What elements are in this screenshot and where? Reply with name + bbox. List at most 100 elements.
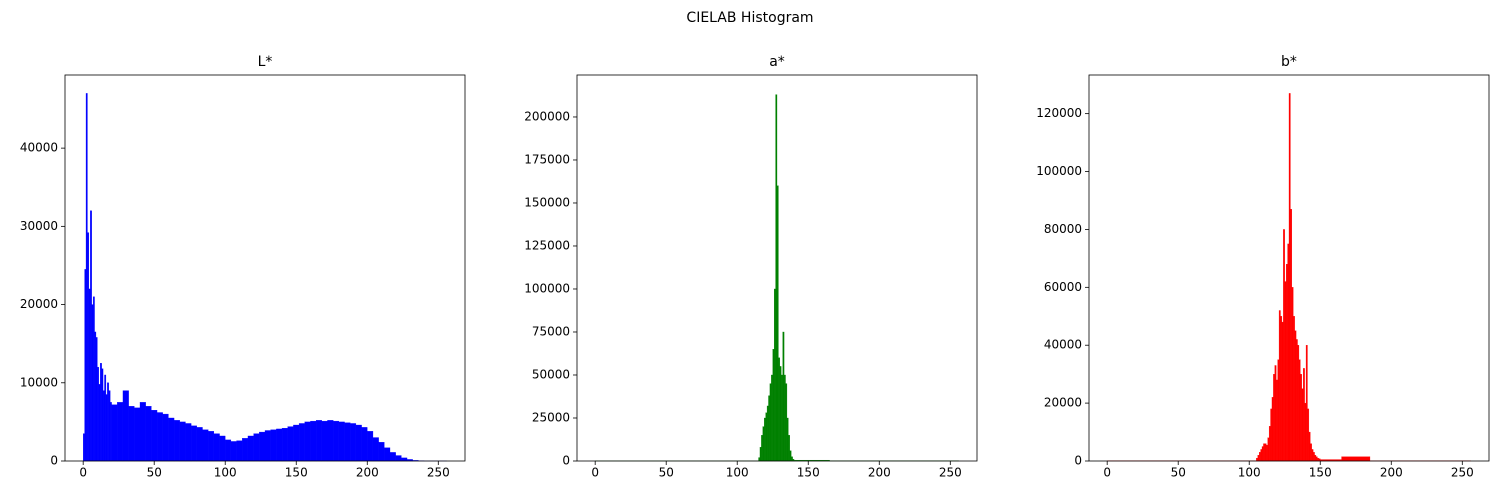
histogram-bar <box>762 426 765 462</box>
histogram-bar <box>1264 443 1267 462</box>
histogram-bar <box>1261 446 1264 462</box>
y-tick-label: 20000 <box>20 297 58 311</box>
histogram-bar <box>156 412 163 462</box>
histogram-bar <box>775 94 778 462</box>
histogram-bar <box>372 437 379 462</box>
histogram-bar <box>761 435 763 462</box>
y-tick-label: 30000 <box>20 219 58 233</box>
histogram-bar <box>102 390 105 462</box>
histogram-bar <box>355 424 362 462</box>
histogram-bar <box>315 420 322 462</box>
histogram-bar <box>1310 443 1312 462</box>
histogram-bar <box>1297 345 1300 462</box>
histogram-bar <box>1270 408 1273 462</box>
histogram-bar <box>789 450 792 462</box>
histogram-bar <box>1273 374 1275 462</box>
histogram-bar <box>1259 452 1261 462</box>
histogram-bar <box>1278 310 1281 462</box>
histogram-bar <box>105 394 108 462</box>
histogram-bar <box>122 390 129 462</box>
histogram-bar <box>87 232 90 462</box>
histogram-bar <box>1268 426 1271 462</box>
histogram-bar <box>774 288 776 462</box>
histogram-bar <box>1280 316 1283 462</box>
histogram-bar <box>367 431 374 462</box>
histogram-bar <box>304 421 311 462</box>
x-tick-label: 50 <box>659 466 674 480</box>
histogram-bar <box>778 357 780 462</box>
histogram-bar <box>1271 397 1274 462</box>
x-tick-label: 200 <box>1380 466 1403 480</box>
histogram-bar <box>162 413 169 462</box>
x-tick-label: 100 <box>1238 466 1261 480</box>
histogram-bar <box>771 374 773 462</box>
histogram-bar <box>100 363 102 462</box>
histogram-bar <box>1314 455 1317 462</box>
histogram-bar <box>1298 359 1301 462</box>
histogram-bar <box>185 423 192 462</box>
histogram-bar <box>1305 345 1308 462</box>
y-tick-label: 40000 <box>1044 338 1082 352</box>
histogram-bar <box>1283 229 1285 462</box>
histogram-bar <box>111 404 118 462</box>
histogram-bar <box>139 402 146 462</box>
histogram-bar <box>1256 457 1258 462</box>
histogram-bar <box>1301 388 1304 462</box>
histogram-bar <box>259 431 266 462</box>
histogram-bar <box>791 456 793 462</box>
x-tick-label: 200 <box>868 466 891 480</box>
y-tick-label: 60000 <box>1044 280 1082 294</box>
histogram-bar <box>104 374 107 462</box>
histogram-bar <box>766 405 769 462</box>
histogram-bar <box>1341 456 1371 462</box>
histogram-bar <box>1284 281 1287 462</box>
histogram-bar <box>236 440 243 462</box>
histogram-bar <box>107 382 109 462</box>
histogram-bar <box>230 441 237 462</box>
histogram-bar <box>781 374 783 462</box>
axes-frame <box>1088 74 1490 462</box>
histogram-bar <box>785 383 788 462</box>
histogram-bar <box>1303 368 1305 462</box>
histogram-bar <box>1274 365 1277 462</box>
histogram-bar <box>276 428 283 462</box>
histogram-bar <box>92 296 95 462</box>
histogram-bar <box>1277 359 1280 462</box>
histogram-bar <box>264 430 271 462</box>
x-tick-label: 150 <box>797 466 820 480</box>
histogram-bar <box>287 426 294 462</box>
y-tick-label: 150000 <box>524 195 570 209</box>
histogram-bar <box>101 368 104 462</box>
y-tick-label: 80000 <box>1044 222 1082 236</box>
histogram-bar <box>338 421 345 462</box>
y-tick-label: 120000 <box>1036 106 1082 120</box>
histogram-bar <box>378 442 385 462</box>
subplot: b* 0 50 100 150 200 250 0 20000 40000 60000 80000 10… <box>1036 54 1490 480</box>
histogram-bar <box>764 417 766 462</box>
histogram-bar <box>779 366 782 462</box>
histogram-bar <box>208 431 215 462</box>
axes-frame <box>576 74 978 462</box>
histogram-bar <box>298 423 305 462</box>
histogram-bar <box>1312 452 1315 462</box>
histogram-bar <box>759 447 762 462</box>
histogram-bar <box>758 457 761 462</box>
histogram-bar <box>333 420 340 462</box>
histogram-bar <box>1307 408 1310 462</box>
histogram-bar <box>90 210 92 462</box>
histogram-bar <box>321 420 328 462</box>
histogram-bar <box>85 93 88 462</box>
histogram-bar <box>213 433 220 462</box>
histogram-bar <box>1276 379 1278 462</box>
histogram-bar <box>1300 374 1302 462</box>
histogram-bar <box>776 185 779 462</box>
x-tick-label: 250 <box>1451 466 1474 480</box>
x-tick-label: 0 <box>1103 466 1111 480</box>
histogram-bar <box>253 433 260 462</box>
histogram-bar <box>91 304 94 462</box>
y-tick-label: 40000 <box>20 141 58 155</box>
histogram-bar <box>344 422 351 462</box>
y-tick-label: 100000 <box>524 281 570 295</box>
histogram-bar <box>128 406 135 462</box>
